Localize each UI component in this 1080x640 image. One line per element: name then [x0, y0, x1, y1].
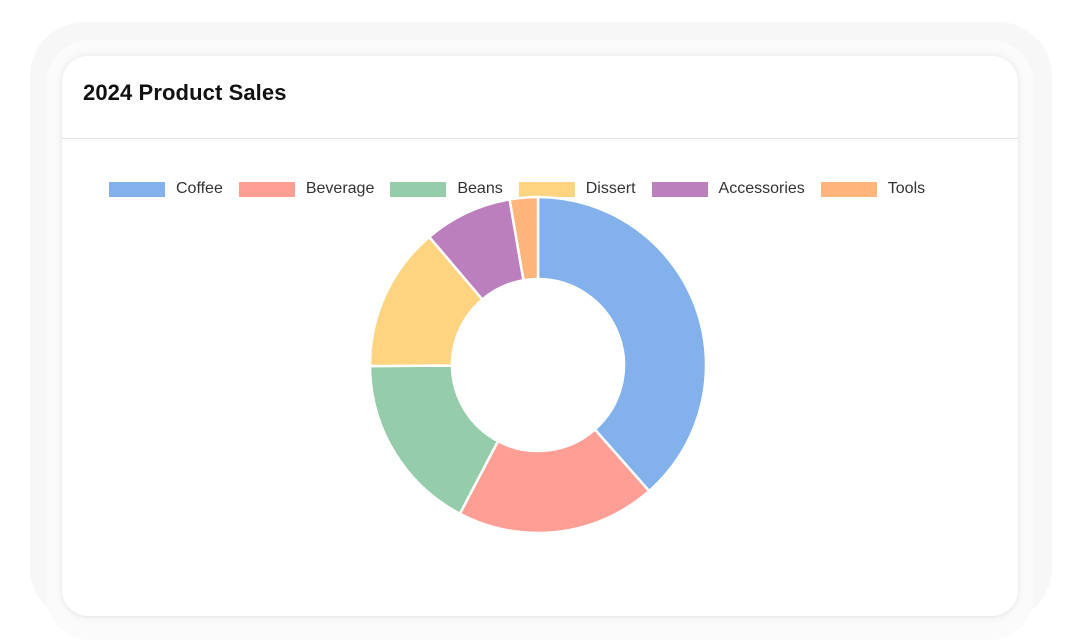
legend-item-tools[interactable]: Tools	[820, 180, 926, 198]
legend-item-coffee[interactable]: Coffee	[109, 180, 223, 198]
legend-swatch-beverage	[238, 181, 295, 197]
legend-swatch-tools	[820, 181, 877, 197]
legend-swatch-accessories	[651, 181, 708, 197]
legend-label-coffee: Coffee	[176, 180, 223, 197]
sales-card: 2024 Product Sales Coffee Beverage Beans Di…	[62, 56, 1018, 616]
legend-item-beverage[interactable]: Beverage	[238, 180, 375, 198]
legend-item-accessories[interactable]: Accessories	[651, 180, 805, 198]
legend-item-beans[interactable]: Beans	[390, 180, 503, 198]
legend-swatch-coffee	[109, 181, 165, 197]
slice-beverage[interactable]	[458, 427, 651, 535]
legend-item-dissert[interactable]: Dissert	[518, 180, 636, 198]
card-title: 2024 Product Sales	[83, 80, 287, 105]
legend-label-accessories: Accessories	[718, 180, 805, 197]
legend-label-tools: Tools	[887, 180, 926, 197]
doughnut-chart	[368, 195, 708, 535]
legend-label-dissert: Dissert	[585, 180, 636, 197]
legend-swatch-dissert	[518, 181, 575, 197]
card-header: 2024 Product Sales	[62, 56, 1018, 139]
slice-coffee[interactable]	[536, 195, 708, 493]
chart-legend: Coffee Beverage Beans Dissert Accessories Too…	[109, 178, 941, 200]
legend-swatch-beans	[390, 181, 447, 197]
slice-tools[interactable]	[508, 195, 540, 282]
legend-label-beans: Beans	[457, 180, 503, 197]
legend-label-beverage: Beverage	[305, 180, 375, 197]
